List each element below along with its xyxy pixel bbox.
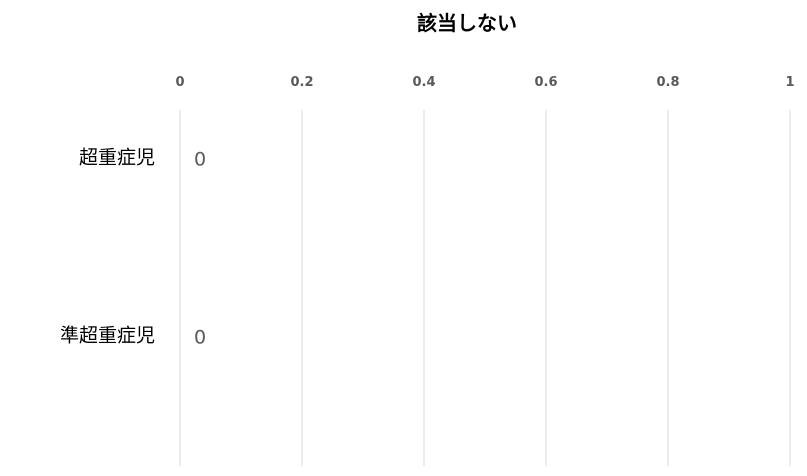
x-tick-label: 0.2 xyxy=(290,75,313,90)
x-tick-label: 0.4 xyxy=(412,75,435,90)
x-tick-label: 1 xyxy=(785,75,794,90)
category-label: 超重症児 xyxy=(79,146,155,168)
data-labels: 00 xyxy=(194,148,206,348)
data-label: 0 xyxy=(194,326,206,348)
x-tick-label: 0 xyxy=(175,75,184,90)
x-tick-label: 0.6 xyxy=(534,75,557,90)
x-axis-ticks: 0 0.2 0.4 0.6 0.8 1 xyxy=(175,75,794,90)
category-label: 準超重症児 xyxy=(60,324,155,346)
x-tick-label: 0.8 xyxy=(656,75,679,90)
chart-title: 該当しない xyxy=(417,11,517,35)
gridlines xyxy=(179,110,791,466)
data-label: 0 xyxy=(194,148,206,170)
